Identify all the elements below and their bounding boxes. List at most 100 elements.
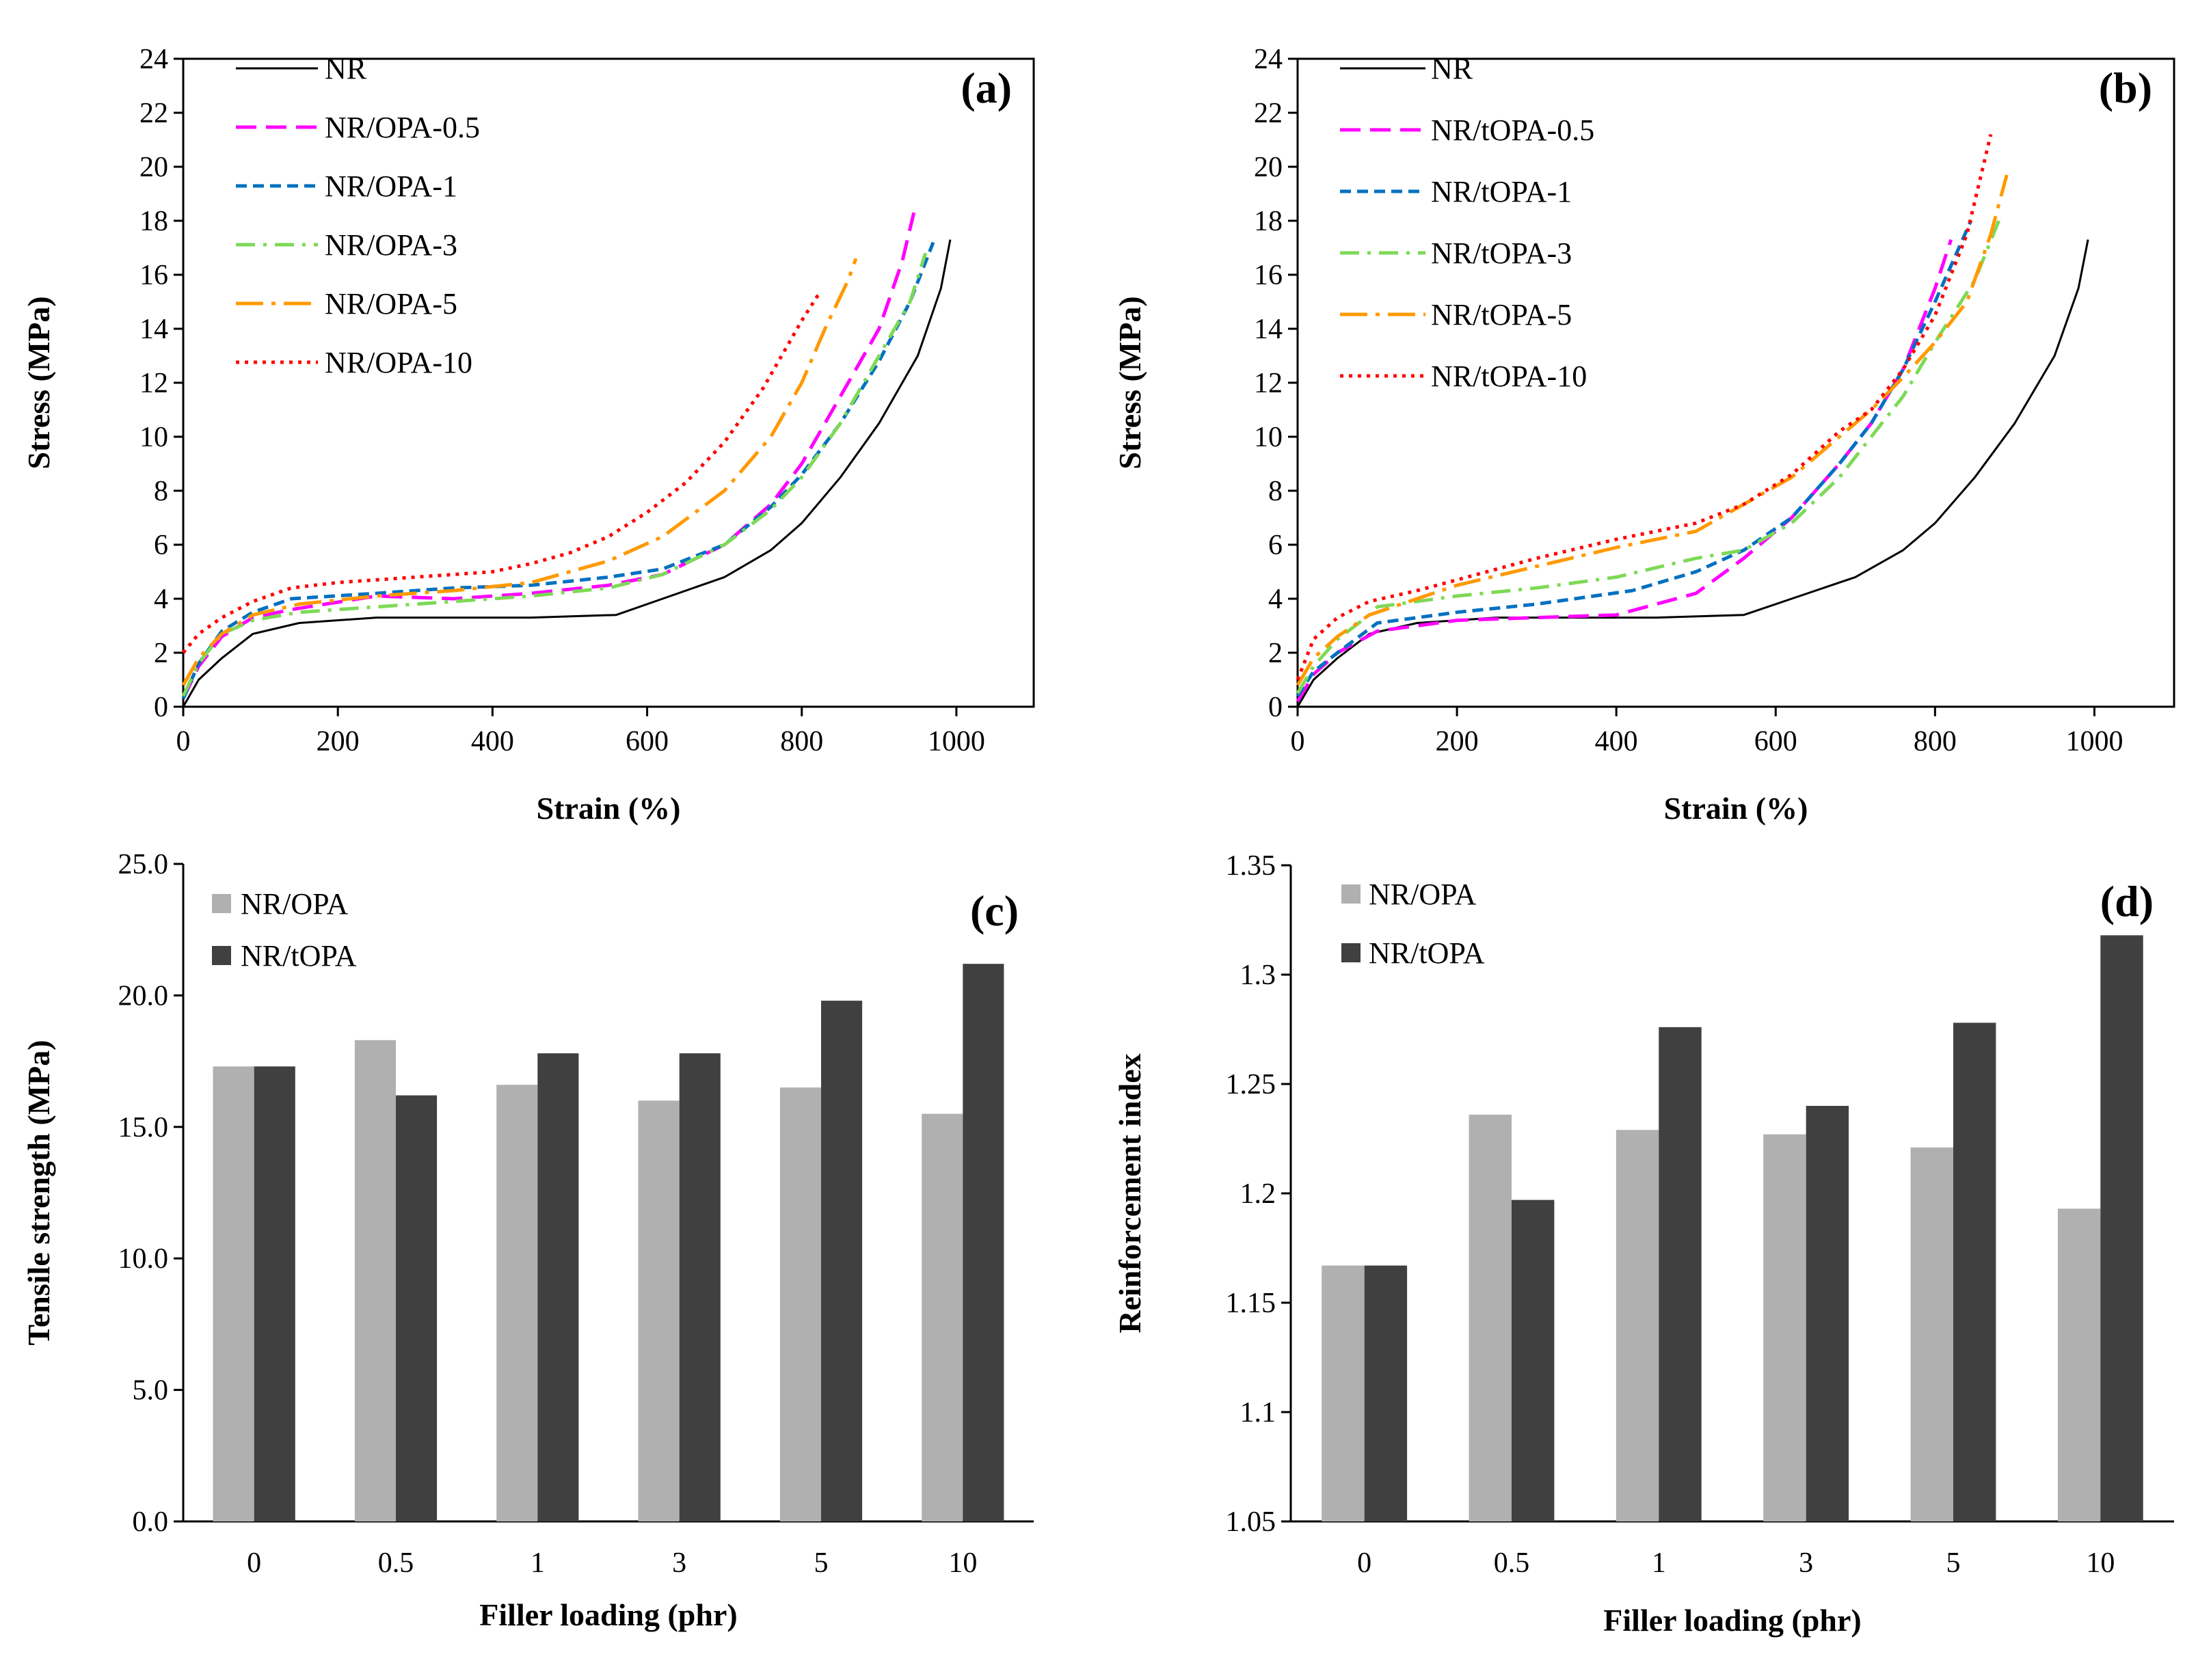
chart-panel-4: 1.05 1.1 1.15 1.2 1.25 1.3 1.35 0 0.5 1 3 5 10 NR/OPA… [1112, 850, 2174, 1638]
series-line-2 [1296, 239, 1953, 703]
bar-2-6 [963, 964, 1004, 1521]
x-tick-label: 1000 [928, 726, 985, 757]
y-tick-label: 1.1 [1240, 1397, 1276, 1428]
legend-label-3: NR/tOPA-1 [1431, 175, 1572, 208]
y-tick-label: 1.25 [1226, 1069, 1276, 1100]
y-tick-label: 10 [139, 422, 168, 453]
x-tick-label: 200 [317, 726, 360, 757]
bar-2-4 [679, 1053, 721, 1521]
y-tick-label: 0.0 [133, 1506, 169, 1538]
bar-1-5 [1910, 1147, 1953, 1521]
bar-2-1 [254, 1066, 295, 1521]
legend-label-6: NR/tOPA-10 [1431, 360, 1587, 393]
x-tick-label: 1 [531, 1547, 545, 1579]
y-tick-label: 12 [1254, 368, 1283, 399]
x-tick-label: 1 [1652, 1547, 1666, 1579]
x-tick-label: 5 [814, 1547, 829, 1579]
y-tick-label: 1.15 [1226, 1288, 1276, 1319]
series-line-4 [1296, 220, 2000, 694]
x-axis-title: Filler loading (phr) [479, 1597, 737, 1632]
series-line-5 [1296, 174, 2009, 686]
x-tick-label: 1000 [2065, 726, 2123, 757]
panel-label: (a) [961, 64, 1012, 112]
y-tick-label: 10.0 [118, 1243, 169, 1275]
legend-label-1: NR [1431, 52, 1473, 85]
y-tick-label: 14 [1254, 314, 1283, 345]
bar-1-4 [1763, 1134, 1806, 1521]
x-tick-label: 400 [471, 726, 514, 757]
bar-1-6 [2057, 1208, 2101, 1521]
legend-label-5: NR/OPA-5 [325, 287, 457, 321]
legend-swatch-1 [212, 894, 231, 913]
y-tick-label: 20 [1254, 152, 1283, 183]
bar-1-5 [779, 1087, 821, 1521]
bar-1-4 [638, 1100, 680, 1521]
x-tick-label: 600 [1754, 726, 1797, 757]
x-tick-label: 800 [780, 726, 823, 757]
y-tick-label: 15.0 [118, 1112, 169, 1143]
x-tick-label: 0.5 [378, 1547, 414, 1579]
y-tick-label: 24 [139, 44, 168, 75]
series-line-5 [181, 258, 858, 686]
bar-1-1 [213, 1066, 254, 1521]
legend-label-2: NR/tOPA-0.5 [1431, 113, 1594, 147]
panel-label: (d) [2100, 877, 2154, 925]
bar-2-4 [1806, 1106, 1849, 1521]
legend-label-3: NR/OPA-1 [325, 170, 457, 203]
legend-label-1: NR/OPA [1369, 878, 1477, 911]
x-tick-label: 200 [1436, 726, 1479, 757]
x-tick-label: 5 [1946, 1547, 1961, 1579]
legend-label-4: NR/tOPA-3 [1431, 236, 1572, 270]
series-line-6 [1296, 134, 1993, 681]
legend-label-5: NR/tOPA-5 [1431, 298, 1572, 331]
bar-2-2 [1512, 1200, 1555, 1521]
y-tick-label: 1.2 [1240, 1178, 1276, 1210]
y-axis-title: Stress (MPa) [1112, 296, 1147, 469]
bar-2-1 [1364, 1265, 1408, 1521]
x-tick-label: 0 [1291, 726, 1305, 757]
x-tick-label: 600 [626, 726, 669, 757]
y-tick-label: 5.0 [133, 1375, 169, 1407]
y-tick-label: 2 [1268, 638, 1283, 669]
y-tick-label: 22 [139, 98, 168, 129]
series-line-4 [181, 252, 928, 697]
x-axis-title: Strain (%) [1664, 791, 1808, 826]
bar-2-3 [537, 1053, 579, 1521]
bar-2-5 [1953, 1022, 1996, 1521]
bar-2-3 [1659, 1027, 1702, 1521]
legend-label-1: NR [325, 52, 367, 85]
bar-1-3 [1616, 1130, 1659, 1521]
legend-label-4: NR/OPA-3 [325, 228, 457, 262]
bar-1-6 [922, 1113, 963, 1521]
y-tick-label: 0 [154, 692, 168, 723]
x-tick-label: 3 [672, 1547, 686, 1579]
legend-swatch-2 [212, 946, 231, 965]
y-tick-label: 2 [154, 638, 168, 669]
y-tick-label: 24 [1254, 44, 1283, 75]
y-tick-label: 12 [139, 368, 168, 399]
x-axis-title: Strain (%) [537, 791, 681, 826]
x-tick-label: 10 [948, 1547, 977, 1579]
y-tick-label: 6 [154, 530, 168, 561]
y-tick-label: 16 [139, 260, 168, 291]
y-tick-label: 8 [1268, 476, 1283, 507]
y-tick-label: 25.0 [118, 849, 169, 880]
x-tick-label: 400 [1595, 726, 1638, 757]
y-tick-label: 1.35 [1226, 850, 1276, 882]
x-tick-label: 10 [2086, 1547, 2115, 1579]
y-tick-label: 4 [154, 584, 168, 615]
y-tick-label: 16 [1254, 260, 1283, 291]
y-tick-label: 6 [1268, 530, 1283, 561]
legend-label-2: NR/tOPA [241, 939, 357, 973]
panel-label: (c) [970, 886, 1019, 935]
y-tick-label: 4 [1268, 584, 1283, 615]
x-tick-label: 800 [1914, 726, 1957, 757]
x-tick-label: 3 [1799, 1547, 1813, 1579]
bar-1-3 [496, 1085, 538, 1521]
y-tick-label: 20.0 [118, 980, 169, 1012]
bar-1-2 [354, 1040, 396, 1521]
y-tick-label: 14 [139, 314, 168, 345]
legend-swatch-1 [1341, 884, 1361, 904]
